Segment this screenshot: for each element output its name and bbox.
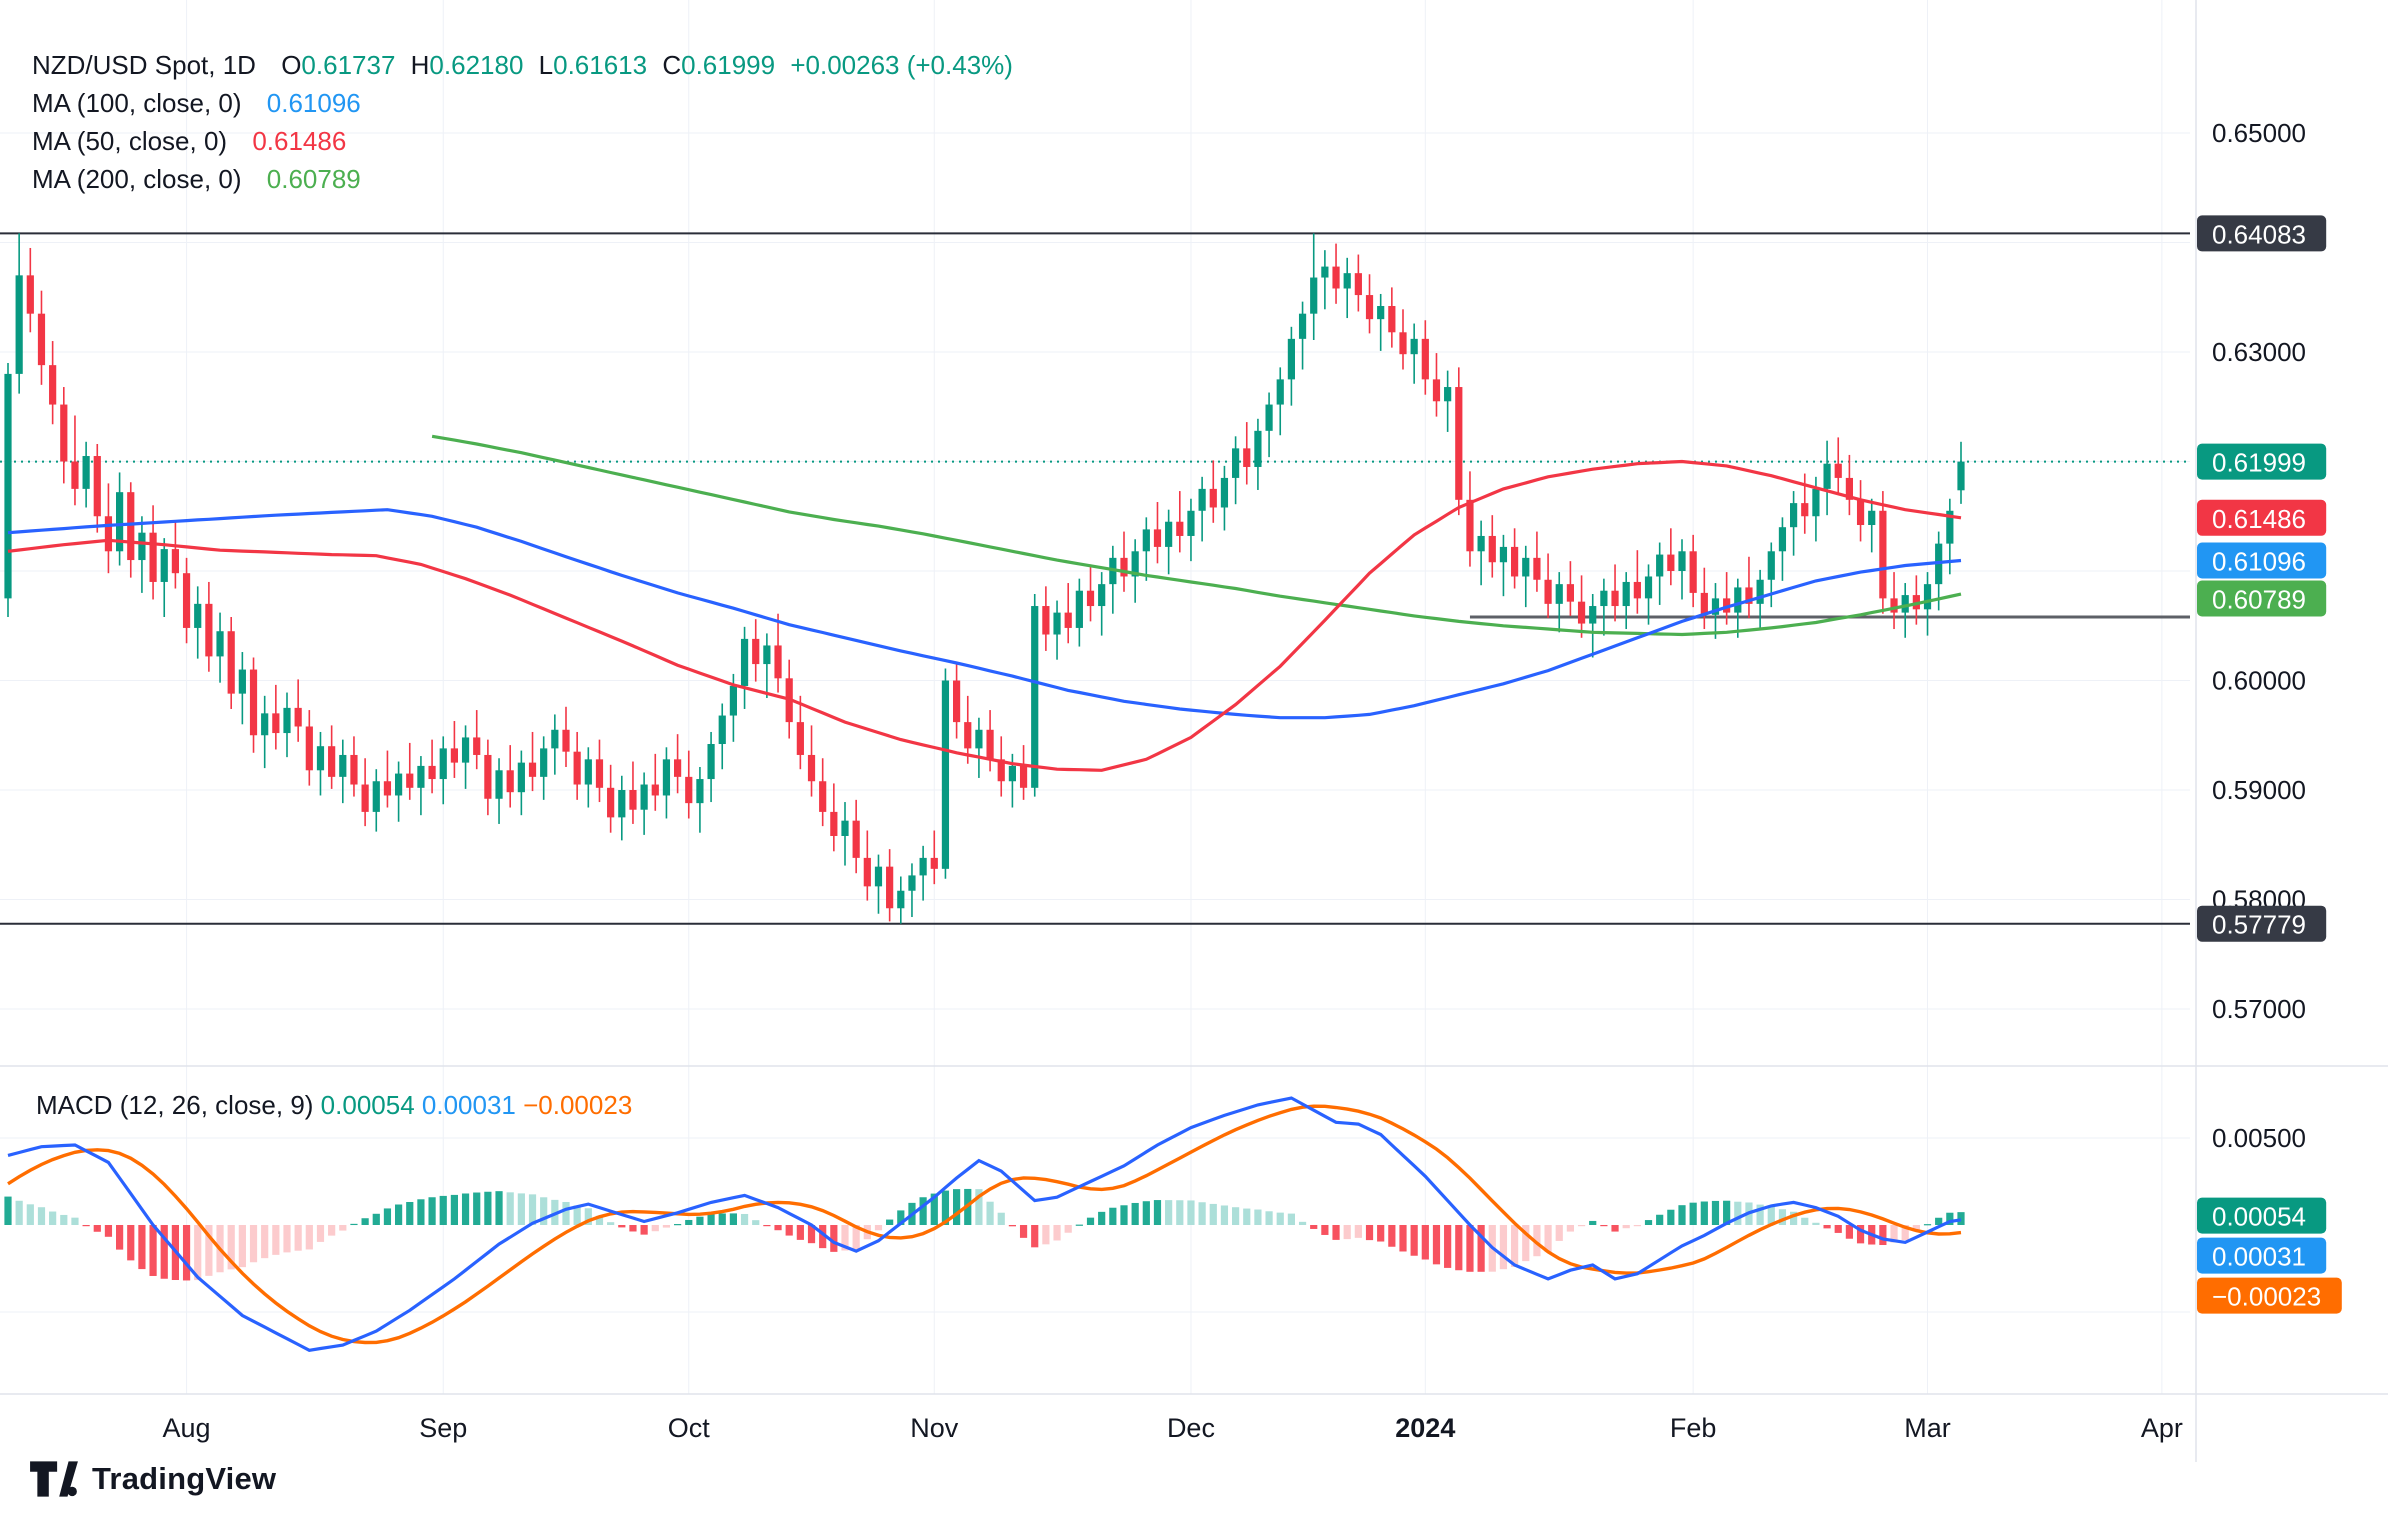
low-value: 0.61613 [553,50,648,80]
ma100-value: 0.61096 [266,88,361,118]
svg-text:0.00031: 0.00031 [2212,1242,2306,1272]
macd-legend[interactable]: MACD (12, 26, close, 9) 0.00054 0.00031 … [36,1090,632,1121]
open-value: 0.61737 [301,50,396,80]
high-label: H [410,50,430,80]
svg-text:−0.00023: −0.00023 [2212,1282,2321,1312]
close-value: 0.61999 [681,50,776,80]
ma200-label: MA (200, close, 0) [32,164,242,194]
svg-text:0.57779: 0.57779 [2212,910,2306,940]
time-axis-label-Dec: Dec [1167,1413,1215,1443]
ma100-label: MA (100, close, 0) [32,88,242,118]
time-axis-label-Mar: Mar [1904,1413,1951,1443]
candles-layer [4,233,1965,924]
macd-hist-value: 0.00054 [320,1090,415,1120]
close-label: C [662,50,682,80]
time-axis-label-Oct: Oct [668,1413,711,1443]
price-axis-badges: 0.64083 0.61999 0.61486 0.61096 0.60789 0.577… [2197,215,2342,1314]
svg-text:0.61999: 0.61999 [2212,448,2306,478]
change-value: +0.00263 (+0.43%) [790,50,1013,80]
macd-signal-value: −0.00023 [523,1090,633,1120]
svg-text:0.00054: 0.00054 [2212,1202,2306,1232]
time-axis-label-Sep: Sep [419,1413,467,1443]
time-axis-label-Aug: Aug [163,1413,211,1443]
macd-label: MACD (12, 26, close, 9) [36,1090,314,1120]
ma200-value: 0.60789 [266,164,361,194]
symbol-title: NZD/USD Spot, 1D [32,50,256,80]
ma200-layer [431,434,1962,637]
ma100-layer [7,508,1962,720]
svg-text:0.61486: 0.61486 [2212,504,2306,534]
svg-text:0.64083: 0.64083 [2212,219,2306,249]
ma50-value: 0.61486 [252,126,347,156]
legend-ma200-row[interactable]: MA (200, close, 0) 0.60789 [32,160,1013,198]
time-axis-label-Apr: Apr [2141,1413,2183,1443]
svg-text:0.59000: 0.59000 [2212,775,2306,805]
legend-ohlc-row[interactable]: NZD/USD Spot, 1D O0.61737 H0.62180 L0.61… [32,46,1013,84]
macd-line-value: 0.00031 [421,1090,516,1120]
tradingview-logo-text: TradingView [92,1461,277,1496]
separators-layer [0,0,2388,1462]
macd-line-layer [7,1096,1962,1352]
symbol-legend: NZD/USD Spot, 1D O0.61737 H0.62180 L0.61… [32,46,1013,198]
open-label: O [281,50,302,80]
ma200-line [431,434,1962,637]
svg-text:0.57000: 0.57000 [2212,994,2306,1024]
ma50-label: MA (50, close, 0) [32,126,228,156]
time-axis-label-2024: 2024 [1395,1413,1455,1443]
legend-ma100-row[interactable]: MA (100, close, 0) 0.61096 [32,84,1013,122]
ma50-line [7,459,1962,772]
tradingview-logo-icon [30,1461,78,1497]
tradingview-logo[interactable]: TradingView [28,1458,276,1500]
time-axis[interactable]: Aug Sep Oct Nov Dec 2024 Feb Mar Apr [163,1413,2183,1443]
price-axis[interactable]: 0.650000.630000.600000.590000.580000.570… [2212,118,2306,1153]
legend-ma50-row[interactable]: MA (50, close, 0) 0.61486 [32,122,1013,160]
svg-text:0.63000: 0.63000 [2212,337,2306,367]
svg-text:0.61096: 0.61096 [2212,546,2306,576]
svg-text:0.00500: 0.00500 [2212,1123,2306,1153]
time-axis-label-Feb: Feb [1670,1413,1717,1443]
macd-histogram-layer [4,1188,1965,1281]
grid-layer [0,0,2190,1394]
high-value: 0.62180 [429,50,524,80]
svg-text:0.60000: 0.60000 [2212,666,2306,696]
level-lines-layer [0,232,2190,925]
ma100-line [7,508,1962,720]
time-axis-label-Nov: Nov [910,1413,959,1443]
ma50-layer [7,459,1962,772]
svg-text:0.60789: 0.60789 [2212,584,2306,614]
svg-text:0.65000: 0.65000 [2212,118,2306,148]
macd-line [7,1096,1962,1352]
low-label: L [538,50,554,80]
